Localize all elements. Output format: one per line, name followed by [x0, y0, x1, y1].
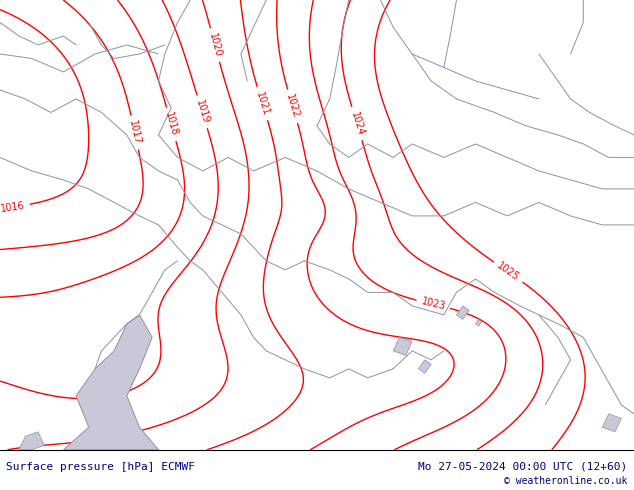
Text: 1023: 1023 [420, 296, 446, 312]
Polygon shape [63, 315, 158, 450]
Text: 1018: 1018 [163, 111, 179, 138]
Text: 1016: 1016 [0, 200, 25, 214]
Polygon shape [19, 432, 44, 450]
Polygon shape [393, 337, 412, 355]
Text: Surface pressure [hPa] ECMWF: Surface pressure [hPa] ECMWF [6, 462, 195, 472]
Text: © weatheronline.co.uk: © weatheronline.co.uk [504, 476, 628, 486]
Text: 1021: 1021 [254, 91, 271, 117]
Text: 1025: 1025 [495, 261, 521, 283]
Polygon shape [602, 414, 621, 432]
Text: 1019: 1019 [194, 98, 210, 125]
Polygon shape [456, 306, 469, 319]
Polygon shape [418, 360, 431, 373]
Text: 1017: 1017 [127, 120, 142, 146]
Polygon shape [476, 319, 482, 326]
Text: 1024: 1024 [349, 110, 365, 137]
Text: 1022: 1022 [284, 93, 301, 120]
Text: Mo 27-05-2024 00:00 UTC (12+60): Mo 27-05-2024 00:00 UTC (12+60) [418, 462, 628, 472]
Text: 1020: 1020 [207, 32, 223, 58]
